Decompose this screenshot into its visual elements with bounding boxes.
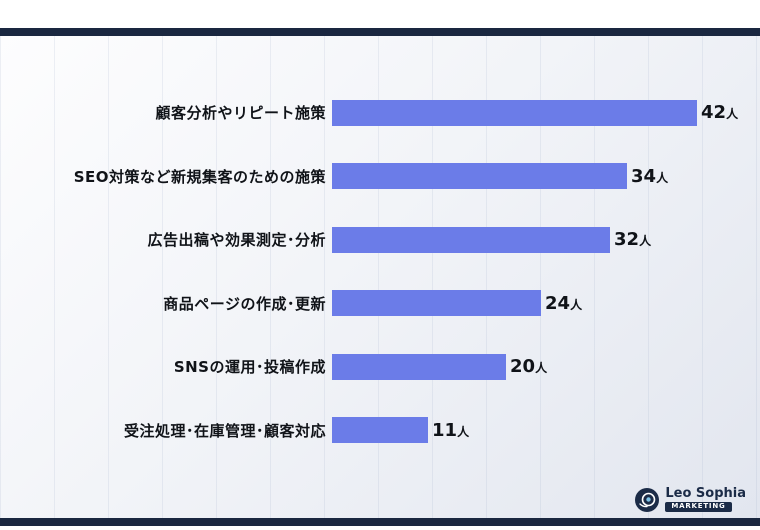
category-label: 広告出稿や効果測定･分析 [147,231,326,250]
bar [332,226,610,253]
chart-row: SEO対策など新規集客のための施策 34人 [0,145,760,209]
value-label: 24人 [545,293,582,314]
bar [332,290,541,317]
lion-logo-icon [635,487,660,512]
value-label: 20人 [510,356,547,377]
bottom-border-line [0,518,760,526]
bar-chart: 顧客分析やリピート施策 42人 SEO対策など新規集客のための施策 34人 広告出稿や効… [0,36,760,518]
value-number: 11 [432,419,458,441]
chart-rows: 顧客分析やリピート施策 42人 SEO対策など新規集客のための施策 34人 広告出稿や効… [0,81,760,462]
category-label: SEO対策など新規集客のための施策 [73,167,326,186]
value-unit: 人 [535,361,548,376]
category-label: 顧客分析やリピート施策 [155,104,326,123]
value-number: 42 [701,102,727,124]
value-label: 34人 [631,166,668,187]
value-unit: 人 [570,297,583,312]
value-unit: 人 [639,234,652,249]
category-label: 受注処理･在庫管理･顧客対応 [123,421,326,440]
value-unit: 人 [656,170,669,185]
value-label: 11人 [432,420,469,441]
chart-row: 受注処理･在庫管理･顧客対応 11人 [0,399,760,463]
chart-row: 顧客分析やリピート施策 42人 [0,81,760,145]
bar [332,353,506,380]
category-label: 商品ページの作成･更新 [163,294,326,313]
chart-row: 広告出稿や効果測定･分析 32人 [0,208,760,272]
value-unit: 人 [457,424,470,439]
value-number: 20 [510,356,536,378]
value-number: 32 [614,229,640,251]
chart-row: 商品ページの作成･更新 24人 [0,272,760,336]
bar [332,99,697,126]
value-label: 42人 [701,102,738,123]
top-border-line [0,28,760,36]
logo-badge: MARKETING [665,502,732,512]
logo-brand: Leo Sophia [665,486,746,502]
value-unit: 人 [726,107,739,122]
bar [332,417,428,444]
value-number: 34 [631,165,657,187]
bar [332,163,627,190]
chart-row: SNSの運用･投稿作成 20人 [0,335,760,399]
value-number: 24 [545,292,571,314]
leo-sophia-logo: Leo Sophia MARKETING [635,486,746,512]
logo-text: Leo Sophia MARKETING [665,486,746,512]
value-label: 32人 [614,229,651,250]
category-label: SNSの運用･投稿作成 [173,358,326,377]
